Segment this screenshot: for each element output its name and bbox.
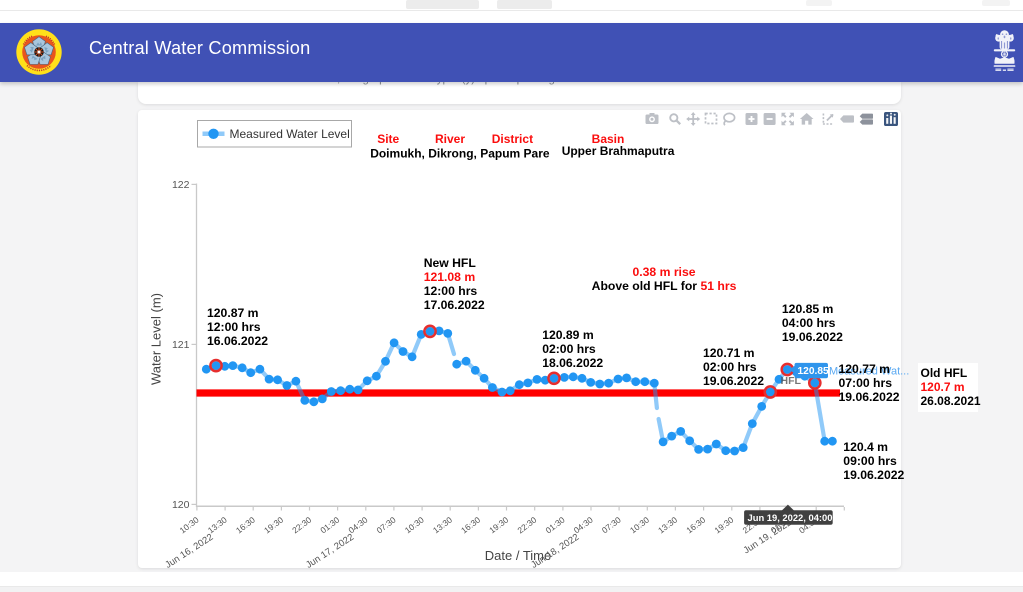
svg-text:07:30: 07:30 <box>375 514 398 535</box>
svg-text:Jun 16, 2022: Jun 16, 2022 <box>163 532 215 571</box>
svg-text:01:30: 01:30 <box>544 514 567 535</box>
svg-text:122: 122 <box>172 179 190 191</box>
svg-text:Date / Time: Date / Time <box>485 548 551 563</box>
svg-text:04:30: 04:30 <box>346 514 369 535</box>
svg-text:07:30: 07:30 <box>600 514 623 535</box>
svg-text:Measured Water Level: Measured Water Level <box>230 127 350 141</box>
svg-text:16:30: 16:30 <box>234 514 257 535</box>
svg-text:District: District <box>492 132 533 146</box>
svg-text:10:30: 10:30 <box>178 514 201 535</box>
svg-text:13:30: 13:30 <box>206 514 229 535</box>
svg-text:04:30: 04:30 <box>572 514 595 535</box>
svg-text:22:30: 22:30 <box>515 514 538 535</box>
svg-text:River: River <box>435 132 465 146</box>
svg-text:120.85: 120.85 <box>798 366 829 377</box>
svg-text:16:30: 16:30 <box>684 514 707 535</box>
svg-text:Jun 17, 2022: Jun 17, 2022 <box>304 532 356 571</box>
svg-text:22:30: 22:30 <box>290 514 313 535</box>
svg-text:10:30: 10:30 <box>403 514 426 535</box>
svg-text:13:30: 13:30 <box>431 514 454 535</box>
svg-text:Site: Site <box>377 132 399 146</box>
svg-text:19:30: 19:30 <box>262 514 285 535</box>
svg-text:121: 121 <box>172 339 190 351</box>
svg-text:Measured Wat...: Measured Wat... <box>829 366 909 378</box>
svg-text:Jun 19, 2022, 04:00: Jun 19, 2022, 04:00 <box>748 512 833 523</box>
svg-text:10:30: 10:30 <box>628 514 651 535</box>
svg-text:Water Level (m): Water Level (m) <box>149 293 164 385</box>
svg-text:16:30: 16:30 <box>459 514 482 535</box>
svg-text:19:30: 19:30 <box>712 514 735 535</box>
svg-text:Basin: Basin <box>592 132 625 146</box>
svg-text:01:30: 01:30 <box>318 514 341 535</box>
svg-text:13:30: 13:30 <box>656 514 679 535</box>
svg-text:Doimukh, Dikrong, Papum Pare: Doimukh, Dikrong, Papum Pare <box>370 146 550 160</box>
svg-text:120: 120 <box>172 499 190 511</box>
svg-text:19:30: 19:30 <box>487 514 510 535</box>
svg-text:Upper Brahmaputra: Upper Brahmaputra <box>562 144 675 158</box>
